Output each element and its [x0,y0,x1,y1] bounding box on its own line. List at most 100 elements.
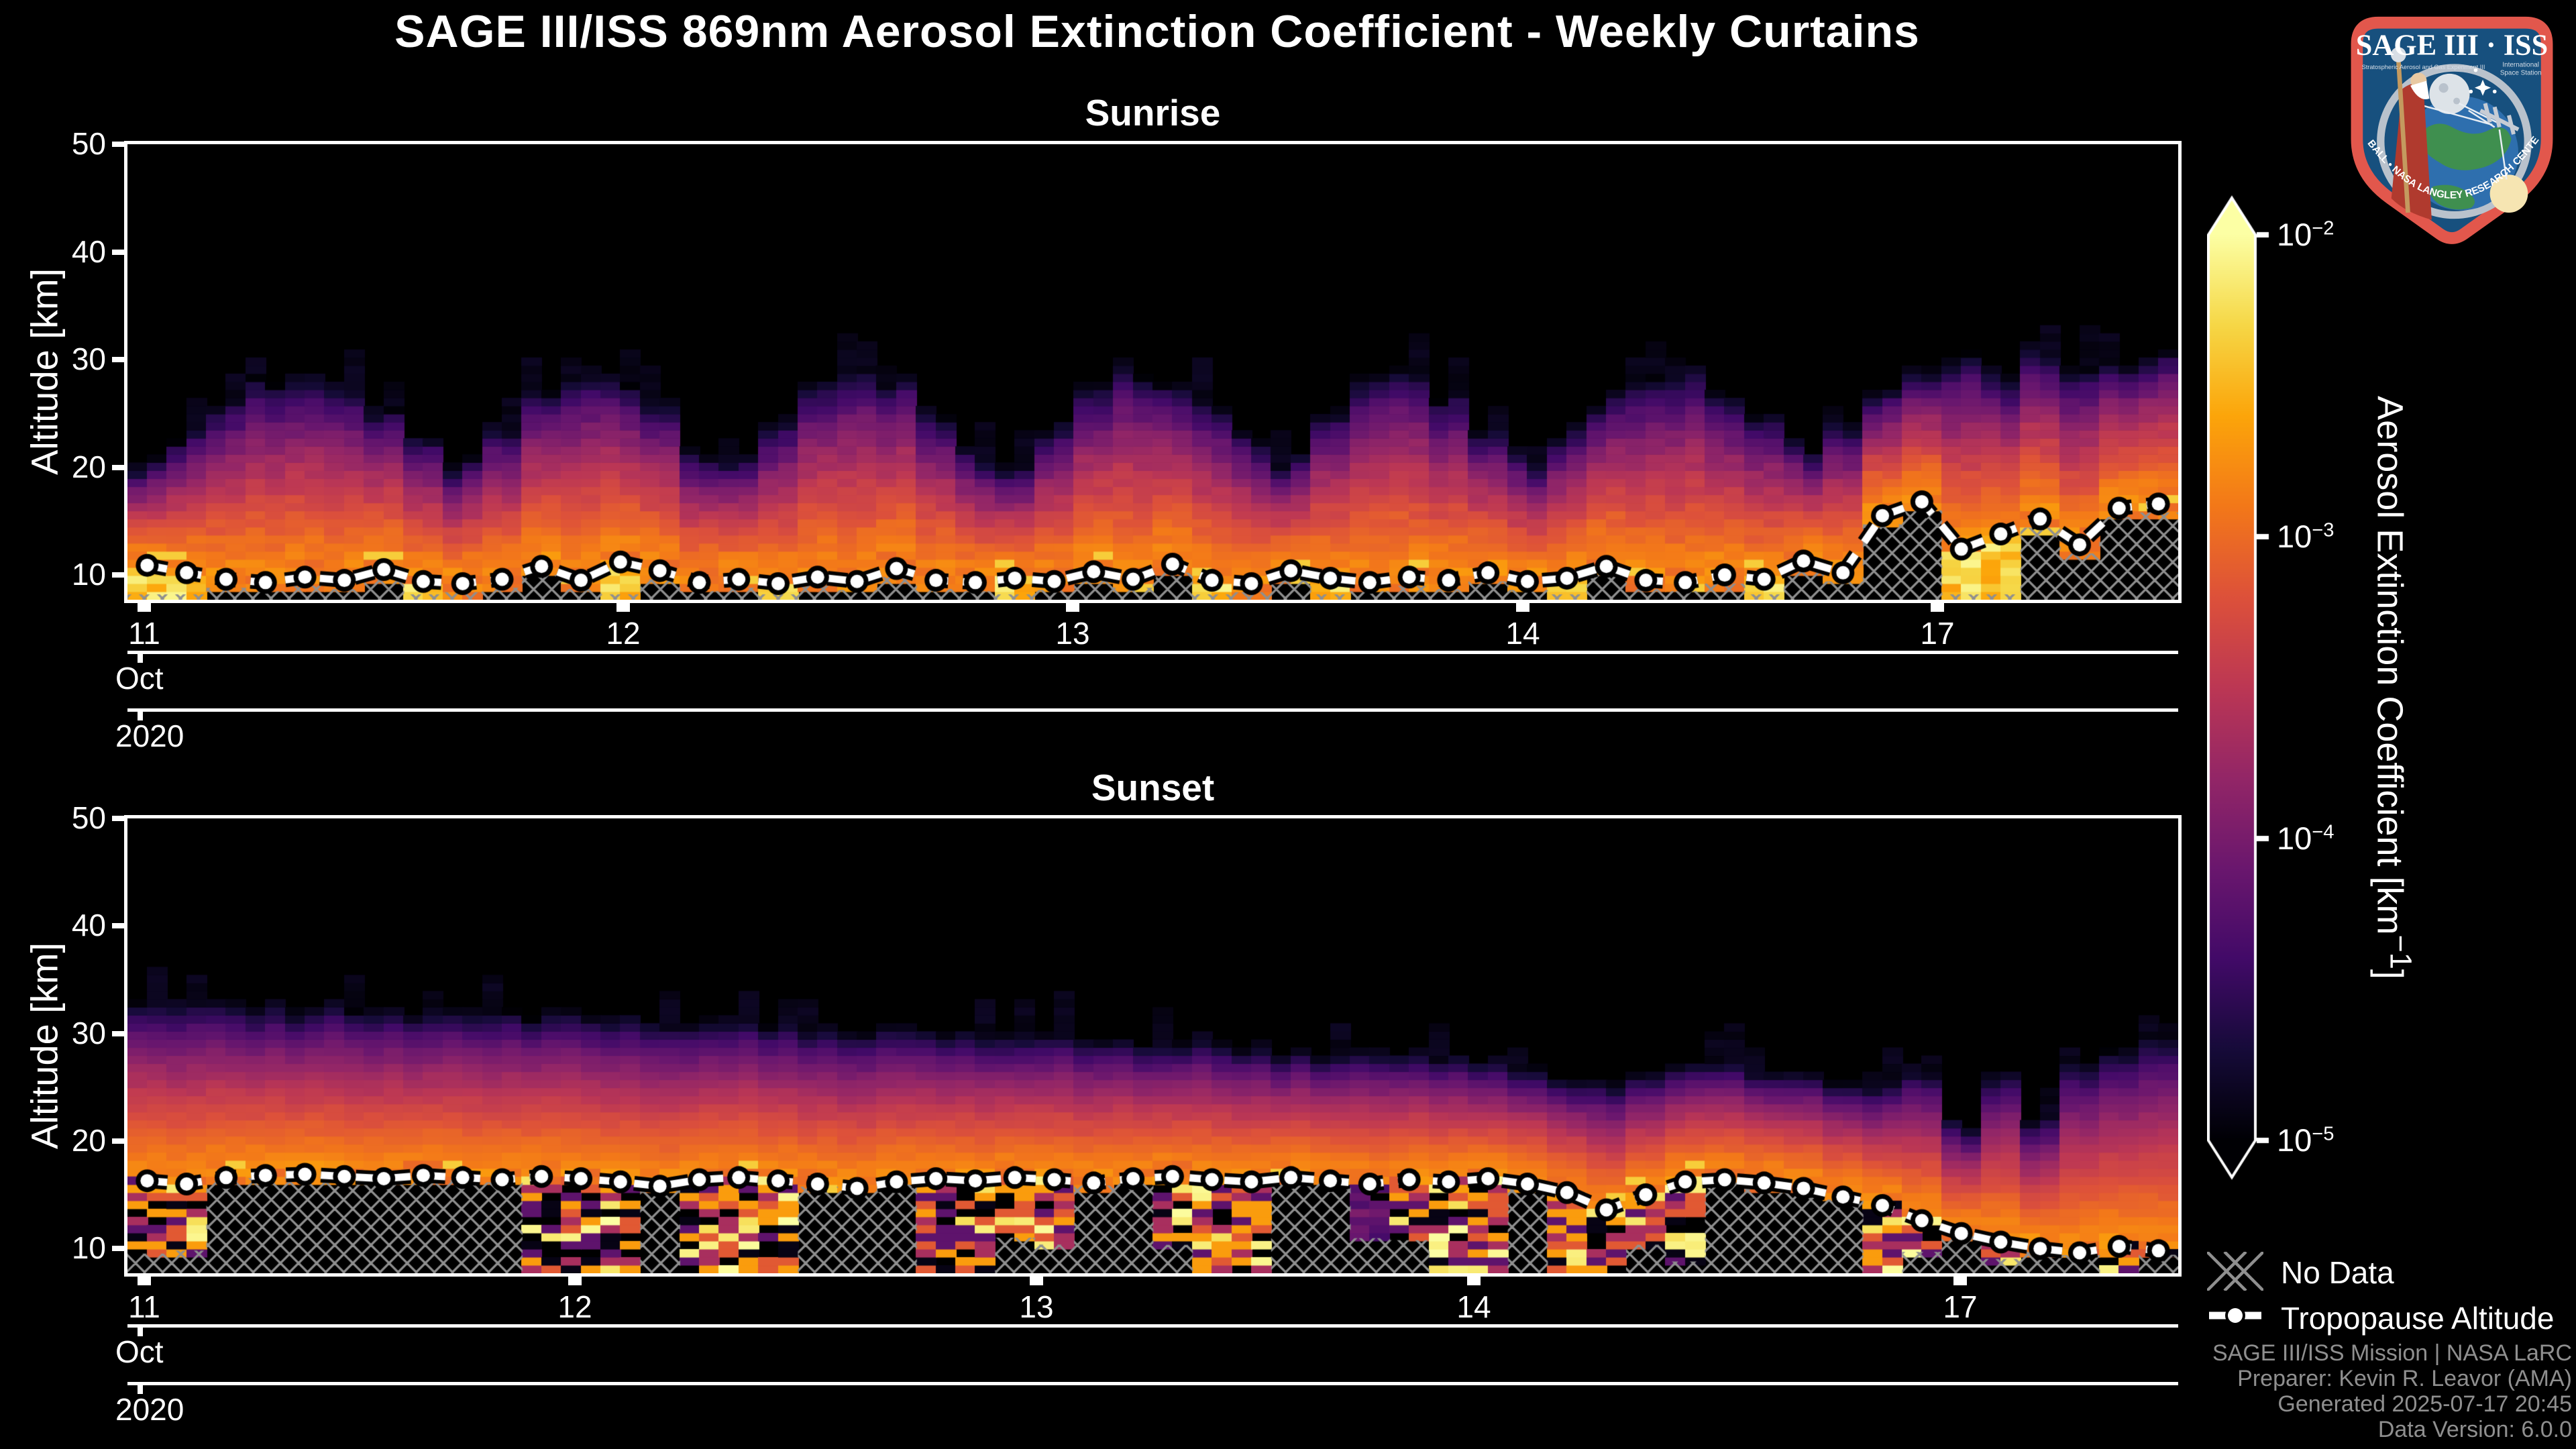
mission-patch-logo: SAGE III · ISS Stratospheric Aerosol and… [2333,5,2553,244]
y-axis-tick-label: 50 [71,800,106,835]
sunrise-panel-title: Sunrise [1085,92,1221,133]
x-axis-tick [1030,1277,1043,1285]
patch-continent-icon [2418,123,2512,170]
sunset-month-separator [127,1324,2178,1328]
x-axis-tick-label: 13 [1019,1289,1054,1324]
y-axis-tick-label: 40 [71,908,106,943]
x-axis-tick [1931,603,1944,612]
sunrise-right-spine [2178,141,2182,603]
x-axis-tick-label: 13 [1055,616,1090,651]
y-axis-tick [112,142,124,147]
sunset-month-tick [138,1328,143,1336]
x-axis-tick-label: 11 [128,1289,160,1324]
patch-moon-crater-icon [2453,97,2461,105]
patch-wizard-beard-icon [2410,80,2430,99]
y-axis-tick-label: 10 [71,557,106,592]
colorbar-tick-base: 10 [2277,1122,2312,1158]
colorbar-label-close: ] [2369,969,2410,979]
legend-tropopause-label: Tropopause Altitude [2281,1301,2555,1336]
sunset-year-tick [138,1385,143,1394]
sunrise-top-spine [124,141,2182,144]
x-axis-tick-label: 17 [1920,616,1955,651]
y-axis-tick [112,250,124,255]
colorbar-tick-exp: −5 [2312,1123,2334,1145]
colorbar-tick-base: 10 [2277,217,2312,252]
y-axis-tick-label: 30 [71,1016,106,1051]
y-axis-tick-label: 20 [71,1123,106,1158]
sunset-year-separator [127,1382,2178,1385]
sunset-bottom-spine [124,1273,2182,1277]
colorbar-tick-label: 10−4 [2277,820,2334,857]
x-axis-tick-label: 14 [1505,616,1540,651]
no-data-swatch [2207,1252,2263,1291]
colorbar-tick-label: 10−5 [2277,1122,2334,1159]
sunset-panel-title: Sunset [1091,767,1215,808]
x-axis-tick [1467,1277,1481,1285]
x-axis-tick-label: 17 [1943,1289,1978,1324]
sunrise-year-separator [127,708,2178,712]
colorbar-tick-base: 10 [2277,820,2312,856]
sunrise-month-tick [138,654,143,663]
patch-staff-icon [2396,60,2410,213]
legend-no-data-label: No Data [2281,1255,2394,1290]
sunrise-year-label: 2020 [115,718,184,753]
colorbar-tick-label: 10−3 [2277,518,2334,555]
x-axis-tick [568,1277,582,1285]
attribution-line: SAGE III/ISS Mission | NASA LaRC [2212,1340,2572,1366]
x-axis-tick [1516,603,1529,612]
colorbar-axis-label: Aerosol Extinction Coefficient [km−1] [2369,396,2418,979]
attribution-line: Preparer: Kevin R. Leavor (AMA) [2237,1366,2572,1391]
attribution-line: Data Version: 6.0.0 [2377,1417,2572,1442]
tropopause-swatch [2209,1305,2261,1326]
page-title: SAGE III/ISS 869nm Aerosol Extinction Co… [394,6,1920,57]
colorbar-tick-label: 10−2 [2277,216,2334,253]
patch-staff-orb-icon [2391,47,2406,62]
x-axis-tick [616,603,630,612]
y-axis-tick-label: 20 [71,449,106,484]
patch-sun-icon [2489,174,2528,213]
patch-subtitle-right2: Space Station [2500,70,2542,77]
x-axis-tick [138,1277,151,1285]
sunrise-month-separator [127,651,2178,654]
sunrise-bottom-spine [124,600,2182,603]
y-axis-tick [112,1246,124,1251]
patch-iss-icon [2479,103,2520,135]
y-axis-tick-label: 50 [71,126,106,161]
sunrise-heatmap-canvas [127,144,2178,600]
patch-continent-icon [2430,184,2475,210]
patch-moon-crater-icon [2438,83,2449,93]
colorbar-tick-exp: −3 [2312,519,2334,541]
x-axis-tick [138,603,151,612]
attribution-block: SAGE III/ISS Mission | NASA LaRC Prepare… [1968,1340,2572,1442]
patch-moon-icon [2429,73,2470,115]
patch-title: SAGE III · ISS [2356,29,2548,62]
patch-subtitle-left: Stratospheric Aerosol and Gas Experiment… [2362,64,2485,70]
sunset-left-spine [124,815,127,1277]
x-axis-tick-label: 12 [557,1289,592,1324]
y-axis-tick [112,465,124,470]
y-axis-tick [112,1138,124,1144]
y-axis-tick [112,357,124,362]
sunrise-left-spine [124,141,127,603]
y-axis-tick [112,816,124,821]
y-axis-tick-label: 30 [71,341,106,376]
x-axis-tick-label: 11 [128,616,160,651]
sunrise-month-label: Oct [115,661,164,696]
x-axis-tick-label: 14 [1456,1289,1491,1324]
y-axis-tick [112,572,124,578]
patch-subtitle-right: International [2502,61,2539,68]
patch-stars-icon [2469,68,2497,96]
colorbar [2207,195,2274,1181]
x-axis-tick [1953,1277,1967,1285]
colorbar-tick-exp: −4 [2312,821,2334,843]
sunset-heatmap-canvas [127,818,2178,1273]
colorbar-tick-exp: −2 [2312,217,2334,239]
sunset-top-spine [124,815,2182,818]
y-axis-tick [112,1031,124,1036]
sunset-year-label: 2020 [115,1392,184,1427]
sunset-month-label: Oct [115,1334,164,1369]
colorbar-label-text: Aerosol Extinction Coefficient [km [2369,396,2410,935]
colorbar-label-sup: −1 [2383,934,2418,969]
y-axis-tick-label: 10 [71,1230,106,1265]
y-axis-tick-label: 40 [71,234,106,269]
